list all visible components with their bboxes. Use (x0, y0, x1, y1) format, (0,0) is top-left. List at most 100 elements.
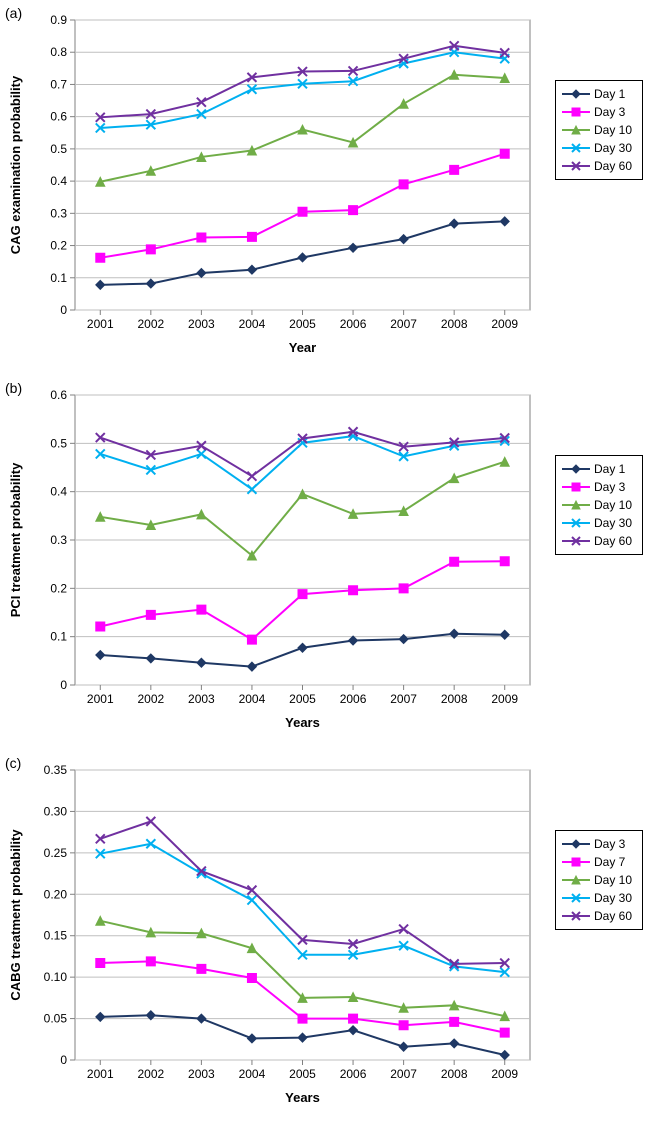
y-axis-label: PCI treatment probability (8, 462, 23, 617)
legend: Day 1 Day 3 Day 10 (555, 80, 643, 180)
legend-item: Day 30 (562, 139, 632, 157)
legend-item: Day 10 (562, 121, 632, 139)
x-tick-label: 2005 (289, 317, 316, 331)
legend-item: Day 60 (562, 157, 632, 175)
series-marker (247, 635, 256, 644)
series-marker (96, 959, 105, 968)
x-tick-label: 2004 (239, 1067, 266, 1081)
legend-item: Day 1 (562, 460, 632, 478)
legend-item: Day 3 (562, 835, 632, 853)
legend-label: Day 7 (594, 855, 625, 869)
series-marker (96, 622, 105, 631)
y-axis-label: CAG examination probability (8, 75, 23, 254)
x-tick-label: 2008 (441, 317, 468, 331)
legend-label: Day 30 (594, 516, 632, 530)
legend: Day 1 Day 3 Day 10 (555, 455, 643, 555)
y-tick-label: 0.1 (50, 630, 67, 644)
y-tick-label: 0.6 (50, 388, 67, 402)
chart-area: 00.10.20.30.40.50.6200120022003200420052… (0, 375, 545, 745)
series-marker (146, 957, 155, 966)
x-axis-label: Years (285, 715, 320, 730)
series-marker (500, 557, 509, 566)
y-tick-label: 0.3 (50, 533, 67, 547)
x-tick-label: 2002 (137, 317, 164, 331)
series-marker (197, 964, 206, 973)
series-marker (298, 1014, 307, 1023)
y-tick-label: 0.8 (50, 45, 67, 59)
chart-svg: 00.10.20.30.40.50.60.70.80.9200120022003… (0, 0, 545, 365)
series-marker (450, 1017, 459, 1026)
legend-label: Day 3 (594, 837, 625, 851)
legend-label: Day 30 (594, 141, 632, 155)
x-tick-label: 2008 (441, 1067, 468, 1081)
x-tick-label: 2006 (340, 1067, 367, 1081)
legend-item: Day 3 (562, 103, 632, 121)
legend: Day 3 Day 7 Day 10 (555, 830, 643, 930)
series-marker (500, 149, 509, 158)
series-marker (450, 557, 459, 566)
y-tick-label: 0.2 (50, 581, 67, 595)
x-tick-label: 2004 (239, 692, 266, 706)
legend-label: Day 10 (594, 123, 632, 137)
x-tick-label: 2009 (491, 317, 518, 331)
x-tick-label: 2007 (390, 692, 417, 706)
legend-item: Day 3 (562, 478, 632, 496)
legend-label: Day 1 (594, 87, 625, 101)
series-marker (399, 1021, 408, 1030)
x-tick-label: 2008 (441, 692, 468, 706)
series-marker (349, 586, 358, 595)
x-tick-label: 2009 (491, 692, 518, 706)
x-tick-label: 2003 (188, 1067, 215, 1081)
legend-item: Day 60 (562, 907, 632, 925)
series-marker (298, 590, 307, 599)
x-tick-label: 2009 (491, 1067, 518, 1081)
chart-svg: 00.050.100.150.200.250.300.3520012002200… (0, 750, 545, 1115)
legend-item: Day 30 (562, 514, 632, 532)
x-axis-label: Years (285, 1090, 320, 1105)
x-tick-label: 2003 (188, 317, 215, 331)
x-tick-label: 2006 (340, 692, 367, 706)
series-marker (450, 165, 459, 174)
y-tick-label: 0.6 (50, 110, 67, 124)
figure-container: (a) 00.10.20.30.40.50.60.70.80.920012002… (0, 0, 650, 1120)
series-marker (146, 245, 155, 254)
y-axis-label: CABG treatment probability (8, 829, 23, 1001)
series-marker (399, 180, 408, 189)
legend-label: Day 1 (594, 462, 625, 476)
series-marker (349, 1014, 358, 1023)
legend-item: Day 30 (562, 889, 632, 907)
legend-item: Day 7 (562, 853, 632, 871)
y-tick-label: 0 (60, 678, 67, 692)
series-marker (197, 233, 206, 242)
chart-svg: 00.10.20.30.40.50.6200120022003200420052… (0, 375, 545, 740)
chart-panel: (a) 00.10.20.30.40.50.60.70.80.920012002… (0, 0, 650, 370)
x-tick-label: 2007 (390, 1067, 417, 1081)
y-tick-label: 0.5 (50, 436, 67, 450)
series-marker (399, 584, 408, 593)
series-marker (247, 973, 256, 982)
legend-item: Day 1 (562, 85, 632, 103)
x-tick-label: 2006 (340, 317, 367, 331)
y-tick-label: 0.5 (50, 142, 67, 156)
y-tick-label: 0.4 (50, 485, 67, 499)
chart-panel: (b) 00.10.20.30.40.50.620012002200320042… (0, 375, 650, 745)
x-tick-label: 2001 (87, 692, 114, 706)
legend-item: Day 10 (562, 496, 632, 514)
y-tick-label: 0.20 (44, 887, 68, 901)
chart-area: 00.10.20.30.40.50.60.70.80.9200120022003… (0, 0, 545, 370)
series-marker (349, 206, 358, 215)
legend-label: Day 10 (594, 498, 632, 512)
x-axis-label: Year (289, 340, 316, 355)
legend-label: Day 10 (594, 873, 632, 887)
y-tick-label: 0.10 (44, 970, 68, 984)
legend-label: Day 60 (594, 534, 632, 548)
x-tick-label: 2002 (137, 692, 164, 706)
legend-label: Day 30 (594, 891, 632, 905)
legend-label: Day 3 (594, 105, 625, 119)
y-tick-label: 0.05 (44, 1012, 68, 1026)
y-tick-label: 0.1 (50, 271, 67, 285)
legend-item: Day 60 (562, 532, 632, 550)
x-tick-label: 2003 (188, 692, 215, 706)
y-tick-label: 0.3 (50, 206, 67, 220)
x-tick-label: 2005 (289, 1067, 316, 1081)
